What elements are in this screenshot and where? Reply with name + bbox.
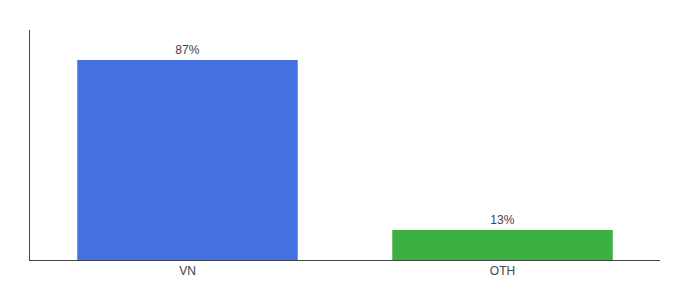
svg-text:87%: 87% xyxy=(175,43,199,57)
svg-text:13%: 13% xyxy=(490,213,514,227)
svg-text:OTH: OTH xyxy=(490,264,515,278)
svg-text:VN: VN xyxy=(179,264,196,278)
